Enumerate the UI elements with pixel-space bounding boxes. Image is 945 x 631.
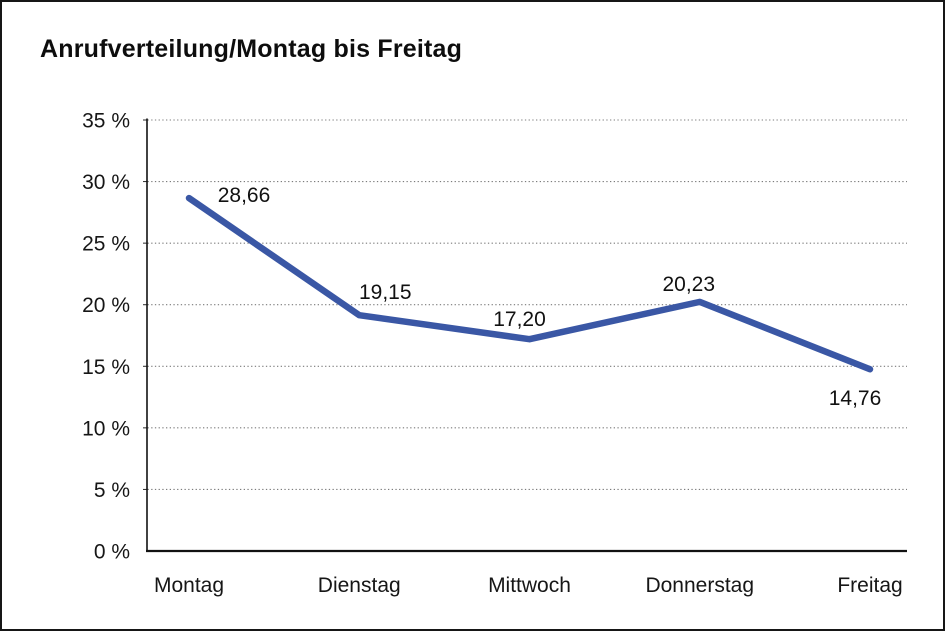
data-point-label: 14,76 bbox=[829, 387, 882, 410]
y-axis-label: 25 % bbox=[82, 233, 130, 256]
x-axis-label: Freitag bbox=[837, 574, 902, 597]
x-axis-label: Donnerstag bbox=[645, 574, 754, 597]
x-axis-label: Dienstag bbox=[318, 574, 401, 597]
data-point-label: 17,20 bbox=[493, 308, 546, 331]
y-axis-label: 0 % bbox=[94, 541, 130, 564]
y-axis-label: 15 % bbox=[82, 356, 130, 379]
y-axis-label: 10 % bbox=[82, 417, 130, 440]
y-axis-label: 20 % bbox=[82, 294, 130, 317]
data-point-label: 20,23 bbox=[662, 273, 715, 296]
y-axis-label: 35 % bbox=[82, 110, 130, 133]
x-axis-label: Mittwoch bbox=[488, 574, 571, 597]
data-line bbox=[185, 194, 874, 373]
x-axis-label: Montag bbox=[154, 574, 224, 597]
y-axis-label: 30 % bbox=[82, 171, 130, 194]
chart-title: Anrufverteilung/Montag bis Freitag bbox=[40, 35, 463, 63]
data-point-label: 28,66 bbox=[218, 184, 271, 207]
data-point-label: 19,15 bbox=[359, 281, 412, 304]
y-axis-label: 5 % bbox=[94, 479, 130, 502]
